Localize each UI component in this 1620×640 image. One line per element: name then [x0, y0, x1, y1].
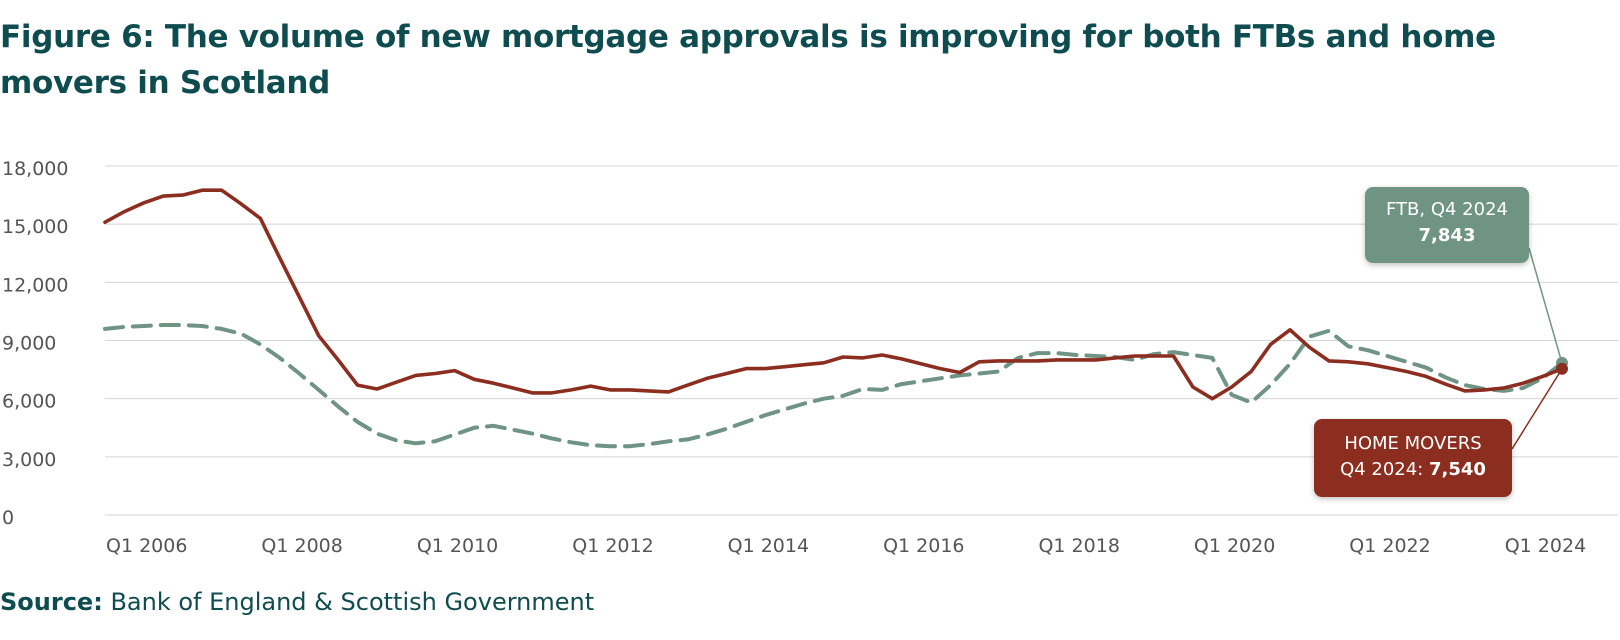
ftb-annotation: FTB, Q4 2024 7,843 — [1365, 187, 1529, 263]
y-tick-label: 9,000 — [2, 333, 56, 355]
home-movers-line — [103, 188, 1564, 401]
x-tick-label: Q1 2022 — [1349, 535, 1430, 557]
y-tick-label: 0 — [2, 507, 14, 529]
x-tick-label: Q1 2016 — [883, 535, 964, 557]
x-axis-tick-labels: Q1 2006 Q1 2008 Q1 2010 Q1 2012 Q1 2014 Q1 20… — [106, 535, 1586, 557]
chart-title: Figure 6: The volume of new mortgage app… — [0, 19, 1496, 101]
y-axis-tick-labels: 0 3,000 6,000 9,000 12,000 15,000 18,000 — [2, 158, 68, 529]
y-tick-label: 15,000 — [2, 216, 68, 238]
series-lines — [103, 188, 1568, 449]
x-tick-label: Q1 2014 — [728, 535, 809, 557]
y-tick-label: 12,000 — [2, 274, 68, 296]
ftb-leader-line — [1528, 247, 1563, 364]
x-tick-label: Q1 2006 — [106, 535, 187, 557]
home-movers-leader-line — [1511, 368, 1563, 450]
x-tick-label: Q1 2018 — [1038, 535, 1119, 557]
ftb-annotation-label: FTB, Q4 2024 — [1386, 199, 1508, 220]
annotation-leader-lines — [1511, 247, 1563, 450]
line-chart: 0 3,000 6,000 9,000 12,000 15,000 18,000 Q1 20… — [2, 158, 1618, 557]
y-tick-label: 6,000 — [2, 391, 56, 413]
x-tick-label: Q1 2020 — [1194, 535, 1275, 557]
home-movers-annotation-period: Q4 2024: — [1340, 459, 1429, 480]
x-tick-label: Q1 2024 — [1505, 535, 1586, 557]
ftb-line — [103, 323, 1564, 449]
home-movers-annotation-label: HOME MOVERS — [1344, 433, 1482, 454]
x-tick-label: Q1 2008 — [261, 535, 342, 557]
home-movers-annotation: HOME MOVERS Q4 2024: 7,540 — [1314, 419, 1512, 497]
source-label: Source: — [0, 588, 103, 616]
x-tick-label: Q1 2012 — [572, 535, 653, 557]
source-note: Source: Bank of England & Scottish Gover… — [0, 588, 594, 616]
source-text: Bank of England & Scottish Government — [110, 588, 595, 616]
ftb-annotation-value: 7,843 — [1418, 225, 1476, 246]
home-movers-annotation-value: 7,540 — [1429, 459, 1486, 480]
y-tick-label: 3,000 — [2, 449, 56, 471]
y-tick-label: 18,000 — [2, 158, 68, 180]
x-tick-label: Q1 2010 — [417, 535, 498, 557]
